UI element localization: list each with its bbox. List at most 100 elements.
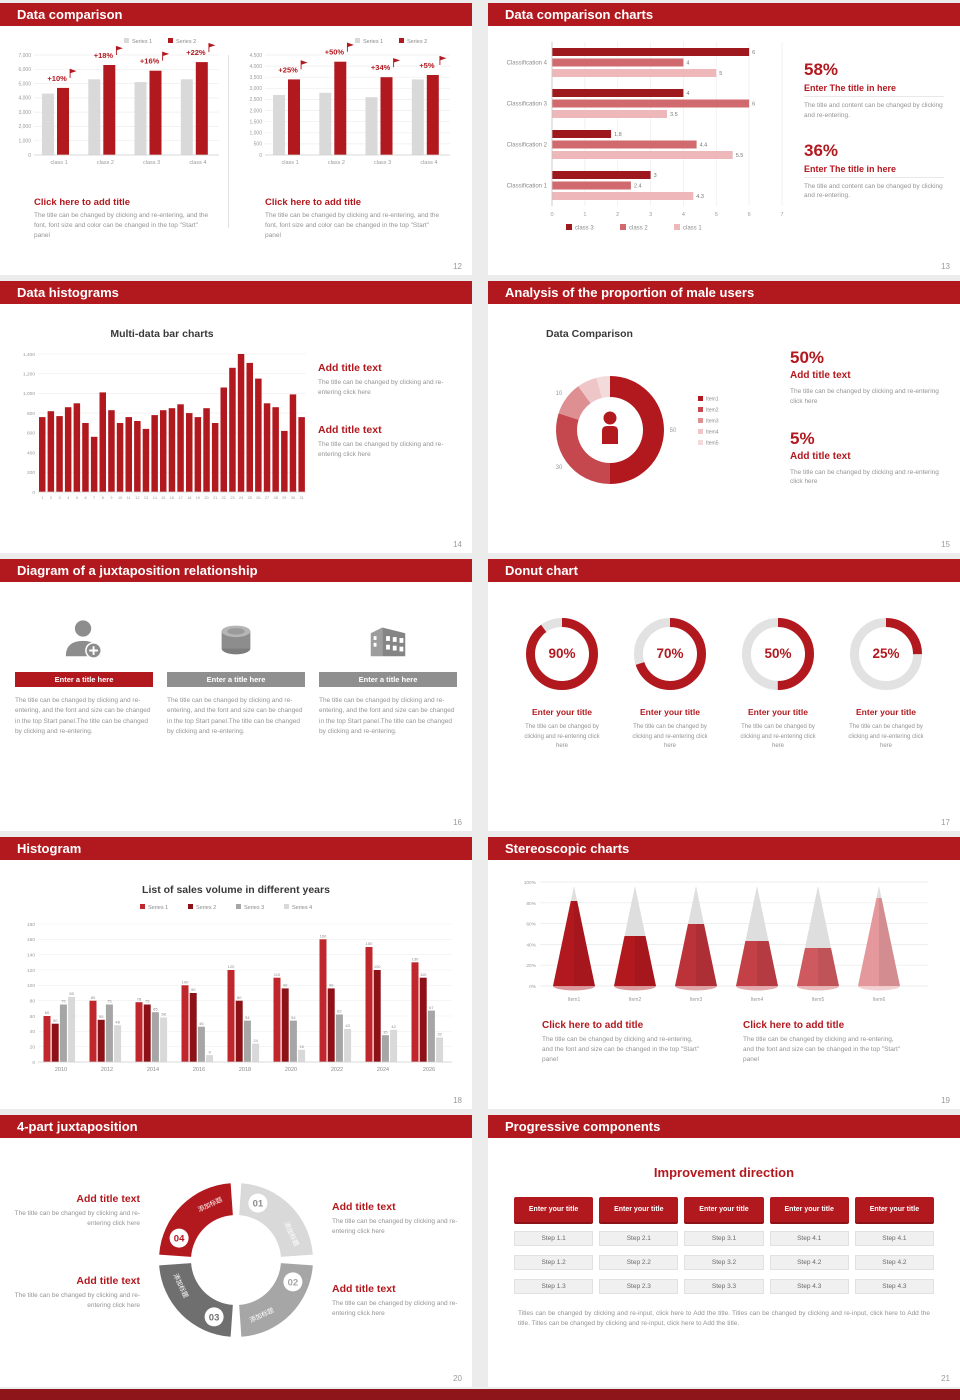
slide-12-data-comparison[interactable]: Data comparison Series 1 Series 2 7,000 6,0… xyxy=(0,3,472,275)
block-title[interactable]: Add title text xyxy=(76,1193,140,1205)
svg-text:3: 3 xyxy=(654,173,657,179)
svg-text:Item1: Item1 xyxy=(706,397,719,403)
svg-text:60%: 60% xyxy=(526,922,536,928)
svg-text:3,000: 3,000 xyxy=(249,86,262,92)
step-item[interactable]: Step 3.1 xyxy=(684,1231,764,1246)
step-item[interactable]: Step 4.1 xyxy=(854,1231,935,1246)
page-number: 17 xyxy=(941,818,950,827)
page-number: 13 xyxy=(941,262,950,271)
svg-text:0: 0 xyxy=(550,212,553,218)
block-title[interactable]: Add title text xyxy=(318,362,382,374)
slide-15-male-users-proportion[interactable]: Analysis of the proportion of male users… xyxy=(488,281,960,553)
svg-text:4,000: 4,000 xyxy=(18,96,31,102)
svg-text:2,000: 2,000 xyxy=(18,124,31,130)
gauge-title[interactable]: Enter your title xyxy=(532,707,592,717)
stat-value: 50% xyxy=(790,348,825,367)
svg-text:60: 60 xyxy=(45,1010,50,1015)
step-item[interactable]: Step 2.3 xyxy=(599,1279,679,1294)
caption-title[interactable]: Click here to add title xyxy=(34,197,131,208)
svg-text:1: 1 xyxy=(41,496,43,500)
title-button[interactable]: Enter your title xyxy=(854,1197,935,1222)
block-title[interactable]: Add title text xyxy=(332,1201,396,1213)
step-item[interactable]: Step 1.3 xyxy=(514,1279,594,1294)
stat-title[interactable]: Enter The title in here xyxy=(804,164,944,178)
svg-text:500: 500 xyxy=(254,142,263,148)
slide-20-four-part-juxtaposition[interactable]: 4-part juxtaposition 01 添加标题 02 添加标题 03 添加标题 0… xyxy=(0,1115,472,1387)
block-title[interactable]: Add title text xyxy=(76,1275,140,1287)
svg-text:9: 9 xyxy=(208,1049,211,1054)
svg-text:+34%: +34% xyxy=(371,63,391,72)
block-title[interactable]: Add title text xyxy=(318,424,382,437)
step-item[interactable]: Step 3.3 xyxy=(684,1279,764,1294)
title-button[interactable]: Enter your title xyxy=(514,1197,594,1222)
svg-text:20: 20 xyxy=(204,496,208,500)
step-item[interactable]: Step 2.2 xyxy=(599,1255,679,1270)
svg-text:11: 11 xyxy=(127,496,131,500)
svg-text:Item4: Item4 xyxy=(706,430,719,436)
caption-title[interactable]: Click here to add title xyxy=(265,197,362,208)
slide-title-bar: 4-part juxtaposition xyxy=(0,1115,472,1138)
slide-title-bar: Progressive components xyxy=(488,1115,960,1138)
step-item[interactable]: Step 4.2 xyxy=(854,1255,935,1270)
gauge-title[interactable]: Enter your title xyxy=(856,707,916,717)
slide-21-progressive-components[interactable]: Progressive components Improvement direc… xyxy=(488,1115,960,1387)
title-banner[interactable]: Enter a title here xyxy=(319,672,457,687)
svg-text:+50%: +50% xyxy=(325,48,345,57)
svg-text:1,000: 1,000 xyxy=(23,391,35,397)
gauge-title[interactable]: Enter your title xyxy=(640,707,700,717)
slide-17-donut-chart[interactable]: Donut chart 90% Enter your title The tit… xyxy=(488,559,960,831)
svg-text:6,000: 6,000 xyxy=(18,67,31,73)
step-item[interactable]: Step 1.1 xyxy=(514,1231,594,1246)
title-banner[interactable]: Enter a title here xyxy=(167,672,305,687)
svg-text:+5%: +5% xyxy=(419,61,435,70)
svg-text:3: 3 xyxy=(59,496,61,500)
item-body: The title can be changed by clicking and… xyxy=(15,697,151,736)
step-item[interactable]: Step 4.2 xyxy=(769,1255,849,1270)
slide-19-stereoscopic-charts[interactable]: Stereoscopic charts 0% 20% 40% 60% 80% 100% It… xyxy=(488,837,960,1109)
bottom-accent-bar xyxy=(0,1389,960,1400)
step-item[interactable]: Step 2.1 xyxy=(599,1231,679,1246)
donut-chart: 50 30 10 Item1 Item2 Item3 Item4 Item5 xyxy=(518,344,790,516)
step-item[interactable]: Step 4.1 xyxy=(769,1231,849,1246)
svg-text:22: 22 xyxy=(222,496,226,500)
page-number: 16 xyxy=(453,818,462,827)
step-item[interactable]: Step 3.2 xyxy=(684,1255,764,1270)
svg-text:4.3: 4.3 xyxy=(696,194,704,200)
step-item[interactable]: Step 4.3 xyxy=(769,1279,849,1294)
stat-title[interactable]: Enter The title in here xyxy=(804,83,944,97)
slide-14-data-histograms[interactable]: Data histograms Multi-data bar charts 1,… xyxy=(0,281,472,553)
svg-text:54: 54 xyxy=(291,1015,296,1020)
svg-text:Classification 4: Classification 4 xyxy=(507,61,548,67)
step-item[interactable]: Step 4.3 xyxy=(854,1279,935,1294)
title-button[interactable]: Enter your title xyxy=(769,1197,849,1222)
vertical-divider xyxy=(228,55,229,229)
stat-title[interactable]: Add title text xyxy=(790,450,851,462)
slide-title-bar: Data comparison charts xyxy=(488,3,960,26)
svg-text:16: 16 xyxy=(299,1044,304,1049)
gauge-body: The title can be changed by clicking and… xyxy=(848,724,924,750)
svg-text:Series 2: Series 2 xyxy=(176,39,196,45)
title-button[interactable]: Enter your title xyxy=(599,1197,679,1222)
svg-text:28: 28 xyxy=(274,496,278,500)
gauge-title[interactable]: Enter your title xyxy=(748,707,808,717)
stat-title[interactable]: Add title text xyxy=(790,370,851,381)
svg-text:class 3: class 3 xyxy=(374,160,391,166)
caption-title[interactable]: Click here to add title xyxy=(542,1020,644,1031)
block-body: The title can be changed by clicking and… xyxy=(332,1218,458,1236)
caption-title[interactable]: Click here to add title xyxy=(743,1020,845,1031)
svg-text:30: 30 xyxy=(556,465,563,471)
svg-text:2024: 2024 xyxy=(377,1067,389,1073)
slide-16-juxtaposition-diagram[interactable]: Diagram of a juxtaposition relationship … xyxy=(0,559,472,831)
svg-text:6: 6 xyxy=(748,212,751,218)
title-banner[interactable]: Enter a title here xyxy=(15,672,153,687)
block-title[interactable]: Add title text xyxy=(332,1283,396,1295)
nurse-icon xyxy=(15,606,153,662)
slide-18-histogram[interactable]: Histogram List of sales volume in differ… xyxy=(0,837,472,1109)
slide-13-data-comparison-charts[interactable]: Data comparison charts 0 1 2 3 4 5 6 7 6 4 5 Classi… xyxy=(488,3,960,275)
svg-text:10: 10 xyxy=(556,391,563,397)
title-button[interactable]: Enter your title xyxy=(684,1197,764,1222)
svg-text:2: 2 xyxy=(616,212,619,218)
slide-title-bar: Analysis of the proportion of male users xyxy=(488,281,960,304)
step-item[interactable]: Step 1.2 xyxy=(514,1255,594,1270)
multi-bar-chart: 1,400 1,200 1,000 800 600 400 200 0 1 2 3 4 5 6 7 8 9 10 1… xyxy=(6,346,318,518)
